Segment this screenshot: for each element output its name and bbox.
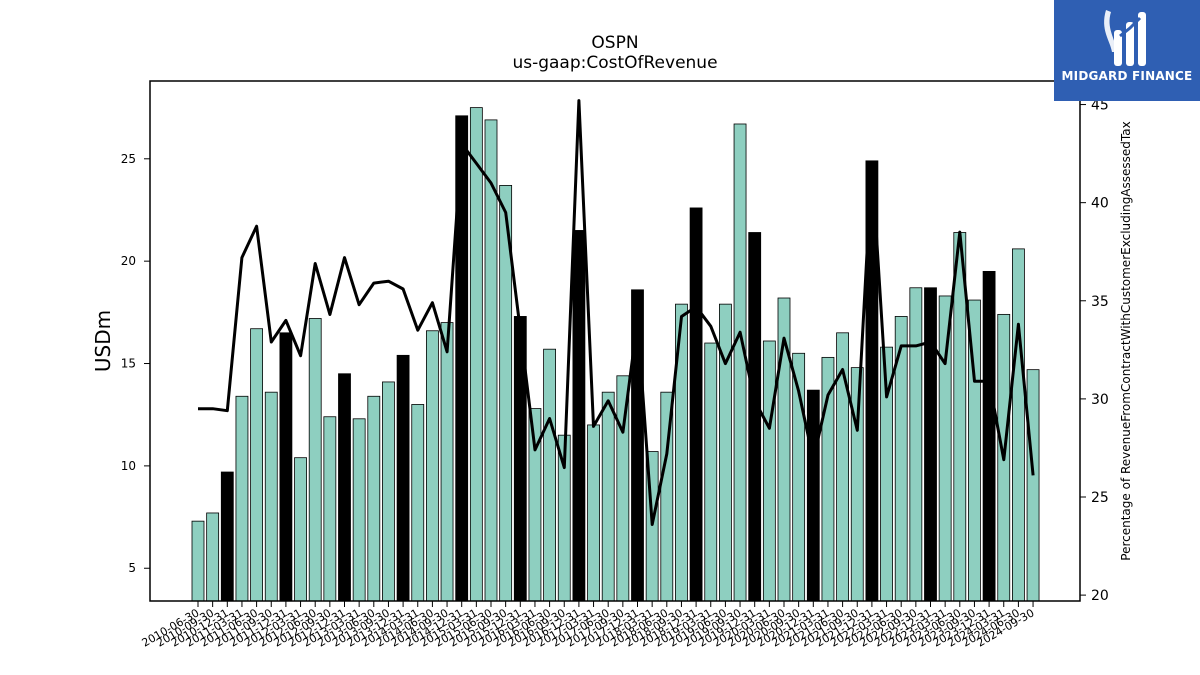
y2-tick-label: 20: [1091, 588, 1109, 604]
bar: [279, 332, 293, 602]
x-axis-ticks: 2010-06-302010-09-302010-12-312011-03-31…: [140, 601, 1037, 650]
bar: [587, 424, 600, 602]
bar: [411, 404, 425, 602]
bar: [850, 367, 864, 602]
bar: [440, 322, 454, 602]
brand-logo: MIDGARD FINANCE: [1054, 0, 1200, 101]
plot-frame: [149, 80, 1081, 602]
left-axis-ticks: 5 10 15 20 25: [121, 152, 150, 575]
bar: [601, 391, 615, 602]
right-axis-ticks: 20 25 30 35 40 45: [1080, 98, 1109, 604]
bar: [982, 270, 996, 602]
bar: [689, 207, 703, 602]
bar: [425, 330, 439, 602]
bar: [338, 373, 351, 602]
bar: [191, 520, 205, 602]
bar: [1026, 369, 1040, 602]
y2-tick-label: 40: [1091, 196, 1109, 212]
bar: [352, 418, 366, 602]
bar: [220, 471, 234, 602]
y2-tick-label: 45: [1091, 98, 1109, 114]
percentage-line: [198, 99, 1035, 526]
bar: [733, 123, 747, 602]
bar: [572, 230, 586, 602]
bar: [250, 328, 264, 602]
bar: [367, 395, 381, 602]
y2-tick-label: 25: [1091, 490, 1109, 506]
bar: [323, 416, 337, 602]
y2-tick-label: 35: [1091, 294, 1109, 310]
bar: [264, 391, 278, 602]
bar: [1012, 248, 1025, 602]
y-tick-label: 20: [121, 254, 136, 268]
bar: [806, 389, 820, 602]
bar: [308, 318, 322, 602]
bar: [206, 512, 220, 602]
chart-subtitle: us-gaap:CostOfRevenue: [512, 53, 717, 73]
y-tick-label: 5: [128, 561, 136, 575]
bar: [235, 395, 249, 602]
y2-axis-label: Percentage of RevenueFromContractWithCus…: [1119, 121, 1133, 560]
bar: [924, 287, 937, 602]
bar: [909, 287, 923, 602]
y-tick-label: 15: [121, 357, 136, 371]
bar: [719, 303, 732, 602]
bar: [762, 340, 776, 602]
bar: [294, 457, 307, 602]
bar: [396, 354, 410, 602]
bar: [469, 107, 483, 602]
chart-title: OSPN: [591, 33, 638, 53]
brand-name: MIDGARD FINANCE: [1061, 69, 1193, 83]
bar-series: [191, 107, 1040, 602]
y2-tick-label: 30: [1091, 392, 1109, 408]
y-axis-label: USDm: [91, 310, 115, 372]
bar: [543, 348, 556, 602]
line-series: [198, 99, 1035, 526]
y-tick-label: 10: [121, 459, 136, 473]
bar: [938, 295, 952, 602]
bar: [704, 342, 718, 602]
bar: [382, 381, 395, 602]
bar: [748, 232, 762, 602]
logo-icon: [1104, 10, 1146, 66]
y-tick-label: 25: [121, 152, 136, 166]
